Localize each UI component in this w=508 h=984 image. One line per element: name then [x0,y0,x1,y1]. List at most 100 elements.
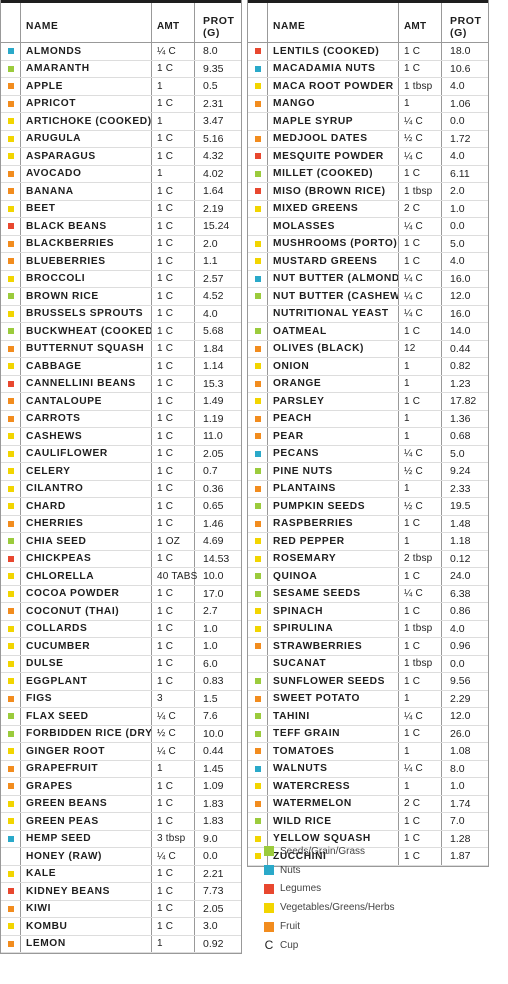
category-cell [1,78,21,95]
category-swatch [7,538,14,545]
category-swatch [7,240,14,247]
food-name: ROSEMARY [268,550,399,567]
category-cell [1,340,21,357]
table-row: CHLORELLA 40 TABS 10.0 [1,568,241,586]
food-name: APRICOT [21,95,152,112]
food-amount: 1 C [152,200,195,217]
table-row: MANGO 1 1.06 [248,95,488,113]
table-top-bar [248,0,488,3]
legend-item: Legumes [264,880,395,899]
category-cell [248,725,268,742]
category-cell [248,78,268,95]
category-cell [1,725,21,742]
food-name: MISO (BROWN RICE) [268,183,399,200]
table-row: CABBAGE 1 C 1.14 [1,358,241,376]
food-protein: 0.68 [450,430,471,443]
category-swatch [254,853,261,860]
food-protein: 9.56 [450,675,471,688]
category-swatch [254,153,261,160]
category-cell [1,130,21,147]
category-swatch [254,555,261,562]
table-row: CILANTRO 1 C 0.36 [1,480,241,498]
category-swatch [7,765,14,772]
food-amount: 1 C [152,883,195,900]
category-cell [248,393,268,410]
table-row: DULSE 1 C 6.0 [1,655,241,673]
category-swatch [255,223,261,229]
table-row: PEAR 1 0.68 [248,428,488,446]
food-name: MOLASSES [268,218,399,235]
food-name: PECANS [268,445,399,462]
category-swatch [254,380,261,387]
category-cell [1,410,21,427]
table-row: HEMP SEED 3 tbsp 9.0 [1,830,241,848]
category-swatch [7,923,14,930]
table-row: GRAPEFRUIT 1 1.45 [1,760,241,778]
table-row: GRAPES 1 C 1.09 [1,778,241,796]
food-amount: 1 C [152,323,195,340]
category-swatch [255,661,261,667]
food-amount: 1 C [152,148,195,165]
food-name: PUMPKIN SEEDS [268,498,399,515]
food-amount: ½ C [399,463,442,480]
food-protein: 1.84 [203,342,224,355]
table-row: SWEET POTATO 1 2.29 [248,690,488,708]
category-cell [1,620,21,637]
table-row: TOMATOES 1 1.08 [248,743,488,761]
food-amount: 1 C [152,900,195,917]
category-cell [248,603,268,620]
category-swatch [254,188,261,195]
category-swatch [7,415,14,422]
category-swatch [254,485,261,492]
category-swatch [254,538,261,545]
food-protein: 0.65 [203,500,224,513]
food-protein: 14.53 [203,552,230,565]
category-swatch [7,573,14,580]
food-protein: 4.52 [203,290,224,303]
food-amount: 1 C [152,918,195,935]
category-swatch [254,695,261,702]
food-protein: 10.0 [203,570,224,583]
food-name: HONEY (RAW) [21,848,152,865]
table-row: CHERRIES 1 C 1.46 [1,515,241,533]
food-amount: 1 [399,375,442,392]
food-name: WATERMELON [268,795,399,812]
table-row: QUINOA 1 C 24.0 [248,568,488,586]
food-name: CELERY [21,463,152,480]
food-name: ALMONDS [21,43,152,60]
category-swatch [254,48,261,55]
food-name: MESQUITE POWDER [268,148,399,165]
food-name: WATERCRESS [268,778,399,795]
category-cell [1,603,21,620]
food-name: PINE NUTS [268,463,399,480]
food-protein: 12.0 [450,710,471,723]
food-amount: ¼ C [399,760,442,777]
food-protein: 16.0 [450,272,471,285]
food-protein: 19.5 [450,500,471,513]
food-protein: 6.38 [450,587,471,600]
category-swatch [254,258,261,265]
food-name: CUCUMBER [21,638,152,655]
category-swatch [254,503,261,510]
food-name: WALNUTS [268,760,399,777]
category-cell [248,165,268,182]
food-amount: 1 C [152,235,195,252]
food-amount: 1 C [399,673,442,690]
table-row: TEFF GRAIN 1 C 26.0 [248,725,488,743]
food-name: OLIVES (BLACK) [268,340,399,357]
food-protein: 2.57 [203,272,224,285]
food-amount: ¼ C [399,113,442,130]
food-protein: 4.02 [203,167,224,180]
category-swatch [254,818,261,825]
legend-label: Seeds/Grain/Grass [280,845,366,857]
category-swatch [7,660,14,667]
food-protein: 2.19 [203,202,224,215]
category-swatch [7,170,14,177]
header-protein: PROT (G) [203,14,235,39]
food-amount: 1 [399,480,442,497]
food-amount: 1 C [152,463,195,480]
food-amount: 1 C [152,130,195,147]
food-name: STRAWBERRIES [268,638,399,655]
table-row: ORANGE 1 1.23 [248,375,488,393]
table-row: MAPLE SYRUP ¼ C 0.0 [248,113,488,131]
